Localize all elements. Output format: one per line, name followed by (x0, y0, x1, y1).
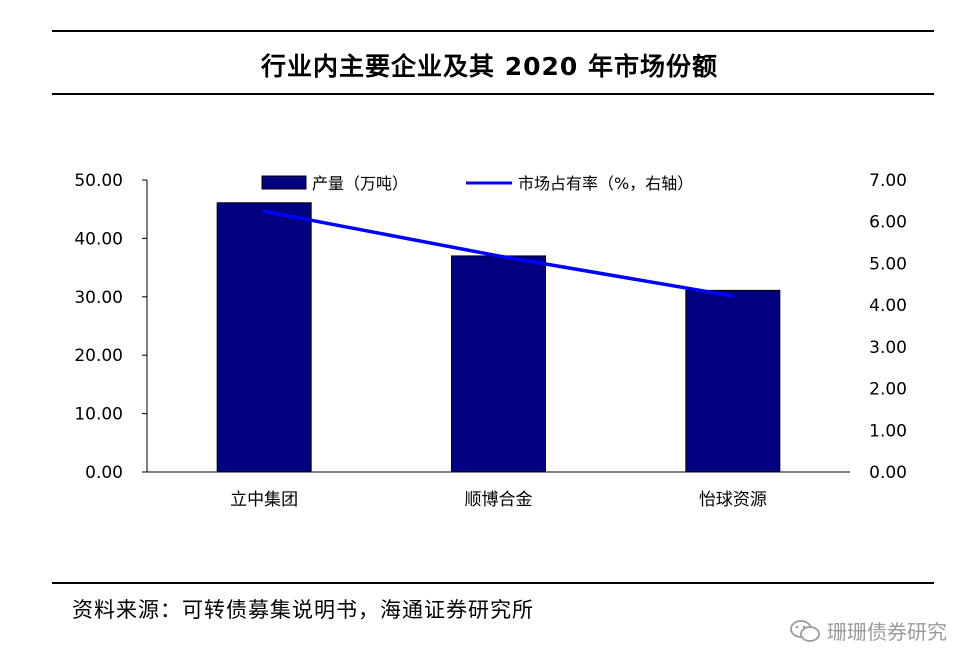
left-tick-label: 50.00 (74, 171, 123, 191)
left-tick-label: 10.00 (74, 405, 123, 425)
left-tick-label: 40.00 (74, 229, 123, 249)
line-point (497, 254, 500, 258)
left-tick-label: 20.00 (74, 346, 123, 366)
right-tick-label: 1.00 (869, 421, 907, 441)
line-series (262, 209, 735, 298)
chart: 0.00 10.00 20.00 30.00 40.00 50.00 0.00 1.00 2.… (74, 171, 907, 510)
left-tick-label: 0.00 (85, 463, 123, 483)
watermark-text: 珊珊债券研究 (827, 620, 947, 644)
category-label: 立中集团 (230, 490, 298, 510)
bar-series (216, 202, 781, 473)
right-tick-label: 5.00 (869, 254, 907, 274)
title-rule (52, 93, 934, 95)
right-tick-label: 6.00 (869, 213, 907, 233)
legend: 产量（万吨） 市场占有率（%，右轴） (261, 174, 693, 193)
right-tick-label: 4.00 (869, 296, 907, 316)
line-point (731, 294, 735, 298)
category-labels: 立中集团 顺博合金 怡球资源 (230, 490, 767, 510)
source-note: 资料来源：可转债募集说明书，海通证券研究所 (72, 598, 534, 622)
category-label: 怡球资源 (699, 490, 767, 510)
line-point (262, 209, 266, 213)
right-tick-label: 2.00 (869, 380, 907, 400)
wechat-icon (790, 619, 820, 642)
legend-bar-label: 产量（万吨） (312, 174, 408, 193)
right-tick-label: 3.00 (869, 338, 907, 358)
bottom-rule (52, 582, 934, 584)
page-title: 行业内主要企业及其 2020 年市场份额 (261, 52, 718, 81)
right-axis-ticks: 0.00 1.00 2.00 3.00 4.00 5.00 6.00 7.00 (869, 171, 907, 483)
legend-line-label: 市场占有率（%，右轴） (518, 174, 693, 193)
left-axis-ticks: 0.00 10.00 20.00 30.00 40.00 50.00 (74, 171, 147, 483)
bar (451, 255, 546, 473)
bar (216, 202, 312, 473)
bar (685, 289, 781, 473)
legend-bar-swatch (261, 175, 307, 190)
top-rule (52, 30, 934, 32)
right-tick-label: 7.00 (869, 171, 907, 191)
left-tick-label: 30.00 (74, 288, 123, 308)
category-label: 顺博合金 (465, 490, 533, 510)
watermark: 珊珊债券研究 (789, 616, 947, 645)
right-tick-label: 0.00 (869, 463, 907, 483)
